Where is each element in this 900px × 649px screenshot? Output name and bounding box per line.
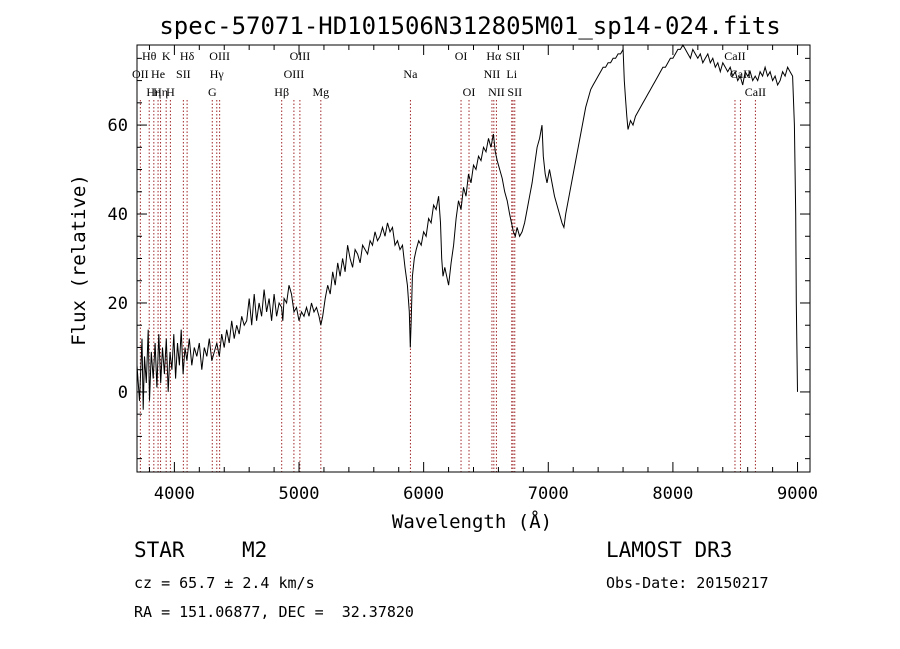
plot-frame [136,44,811,473]
line-marker-label: Hθ [142,49,157,63]
line-marker-label: Hη [153,85,168,99]
x-axis-label: Wavelength (Å) [392,510,552,533]
x-tick-label: 6000 [403,484,444,504]
y-tick-label: 40 [108,205,128,225]
line-marker-label: NII [488,85,505,99]
x-tick-label: 7000 [528,484,569,504]
y-tick-label: 60 [108,116,128,136]
line-marker-label: Na [403,67,418,81]
line-marker-label: CaII [724,49,745,63]
line-marker-label: SII [176,67,191,81]
y-axis-label: Flux (relative) [68,174,90,346]
y-tick-label: 0 [118,383,128,403]
line-marker-label: He [151,67,165,81]
line-marker-label: OII [132,67,149,81]
line-marker-label: Mg [312,85,329,99]
line-markers: OIIHθHηHeHηKHSIIHδGHγOIIIHβOIIIOIIIMgNaO… [132,49,766,472]
survey-name: LAMOST DR3 [606,538,733,562]
line-marker-label: CaII [730,67,751,81]
y-tick-label: 20 [108,294,128,314]
x-tick-label: 5000 [279,484,320,504]
chart-title: spec-57071-HD101506N312805M01_sp14-024.f… [159,12,780,40]
line-marker-label: Hβ [274,85,289,99]
line-marker-label: K [162,49,171,63]
spectrum-line [136,43,798,410]
line-marker-label: OIII [284,67,305,81]
line-marker-label: OIII [209,49,230,63]
x-tick-label: 9000 [777,484,818,504]
redshift-cz: cz = 65.7 ± 2.4 km/s [134,574,315,592]
x-tick-label: 8000 [652,484,693,504]
line-marker-label: Hη [146,85,161,99]
object-class: STAR [134,538,185,562]
line-marker-label: SII [506,49,521,63]
line-marker-label: H [166,85,175,99]
object-subclass: M2 [242,538,268,562]
line-marker-label: SII [507,85,522,99]
line-marker-label: G [208,85,217,99]
line-marker-label: CaII [745,85,766,99]
x-tick-label: 4000 [154,484,195,504]
observation-date: Obs-Date: 20150217 [606,574,769,592]
line-marker-label: Hα [486,49,502,63]
line-marker-label: Li [506,67,517,81]
line-marker-label: OIII [290,49,311,63]
line-marker-label: OI [455,49,468,63]
line-marker-label: Hγ [210,67,225,81]
y-axis: 0 20 40 60 [108,57,810,460]
line-marker-label: OI [463,85,476,99]
line-marker-label: NII [484,67,501,81]
x-axis: 4000 5000 6000 7000 8000 9000 [148,45,818,504]
line-marker-label: Hδ [180,49,195,63]
coordinates: RA = 151.06877, DEC = 32.37820 [134,603,414,621]
